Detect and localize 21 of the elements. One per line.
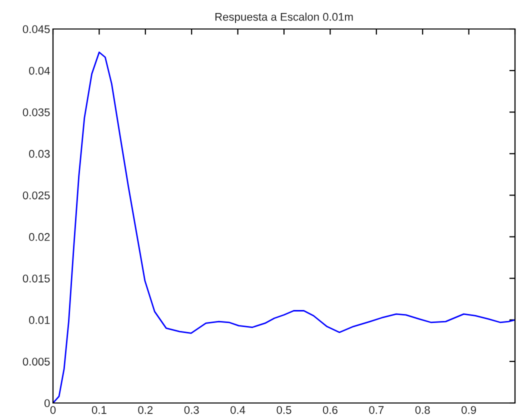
x-tick-label: 0.5 xyxy=(276,406,292,414)
y-tick-label: 0.015 xyxy=(22,274,50,282)
y-tick-label: 0.03 xyxy=(29,150,50,158)
y-tick-label: 0.02 xyxy=(29,233,50,241)
x-tick-label: 0.4 xyxy=(230,406,246,414)
chart-title: Respuesta a Escalon 0.01m xyxy=(215,12,353,23)
y-tick-label: 0.045 xyxy=(22,25,50,34)
y-tick-label: 0 xyxy=(44,399,50,408)
y-tick-label: 0.025 xyxy=(22,191,50,200)
x-tick-label: 0 xyxy=(50,406,56,414)
y-tick-label: 0.04 xyxy=(29,66,50,75)
x-tick-label: 0.1 xyxy=(92,406,106,414)
x-tick-label: 0.2 xyxy=(138,406,153,414)
y-tick-label: 0.01 xyxy=(29,316,50,324)
x-tick-label: 0.6 xyxy=(322,406,338,414)
x-tick-label: 0.9 xyxy=(462,406,476,414)
y-tick-label: 0.035 xyxy=(22,108,50,116)
x-tick-label: 0.7 xyxy=(369,406,384,414)
x-tick-label: 0.8 xyxy=(415,406,430,414)
x-tick-label: 0.3 xyxy=(184,406,199,414)
y-tick-label: 0.005 xyxy=(22,358,50,366)
